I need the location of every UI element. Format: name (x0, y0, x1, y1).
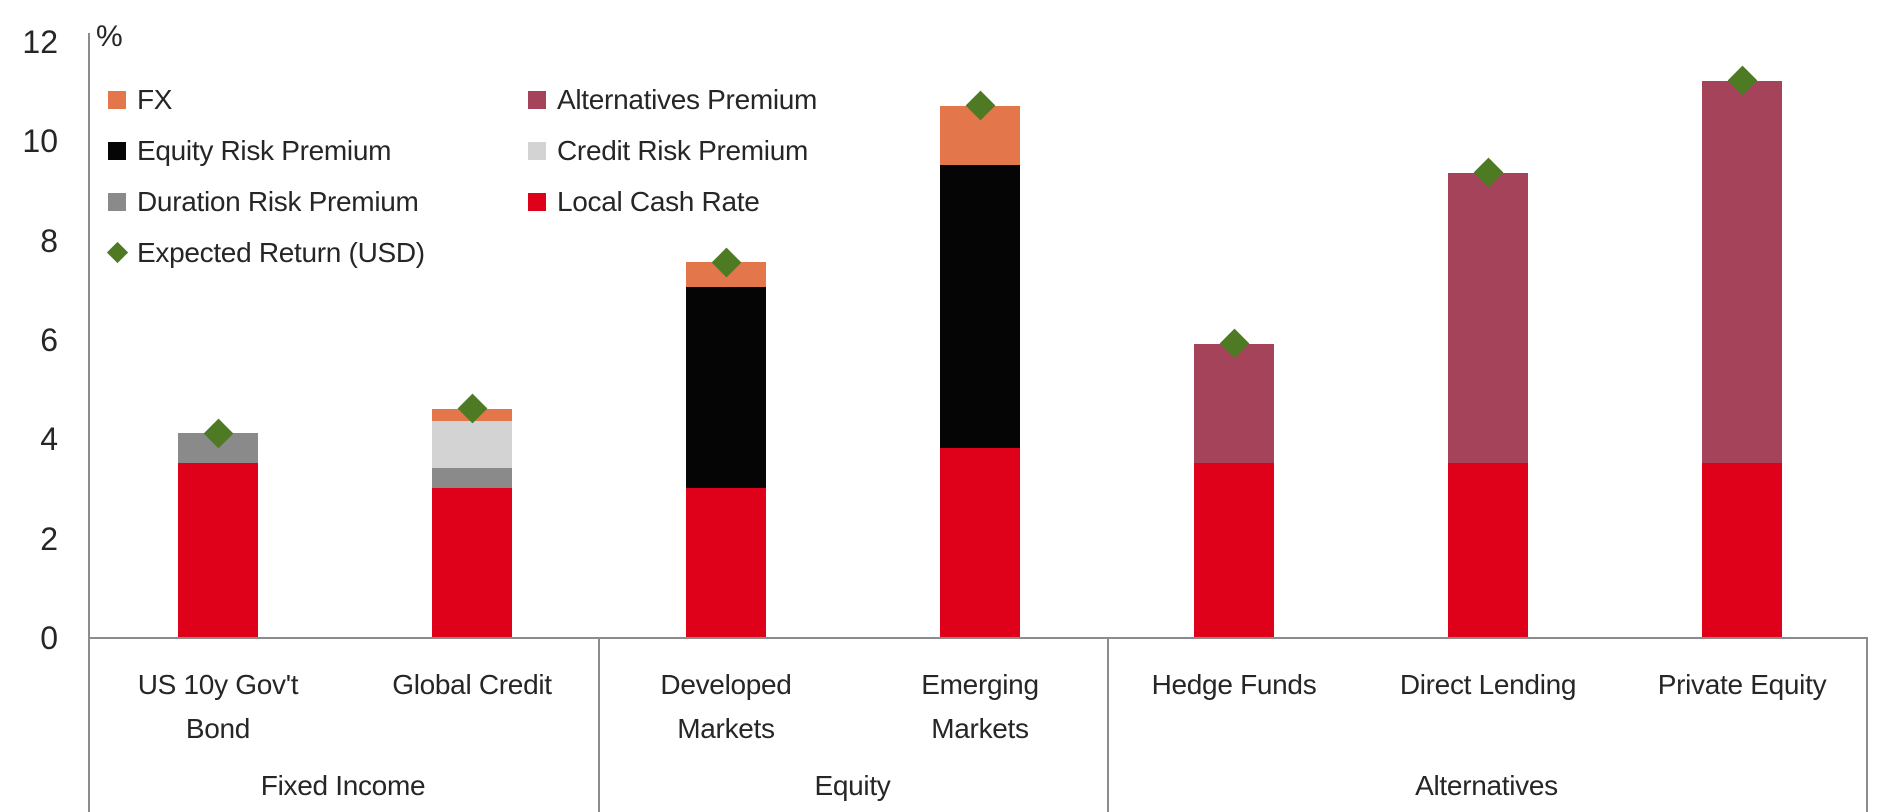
fx-swatch-icon (108, 90, 126, 109)
bar-segment-developed-markets-equity-risk-premium (686, 286, 766, 488)
category-label-hedge-funds: Hedge Funds (1151, 669, 1317, 700)
legend-label: Credit Risk Premium (557, 134, 809, 166)
legend-label: Alternatives Premium (557, 83, 818, 115)
legend-label: Expected Return (USD) (137, 236, 425, 268)
y-axis-tick-2: 2 (40, 520, 58, 557)
bar-segment-direct-lending-local-cash-rate (1448, 463, 1528, 637)
bar-segment-global-credit-local-cash-rate (432, 488, 512, 637)
legend-item-local-cash-rate: Local Cash Rate (528, 176, 817, 227)
legend-item-equity-risk-premium: Equity Risk Premium (108, 125, 528, 176)
category-label-global-credit: Global Credit (392, 669, 552, 700)
category-label-private-equity: Private Equity (1657, 669, 1827, 700)
y-axis-tick-0: 0 (40, 620, 58, 656)
legend-item-fx: FX (108, 74, 528, 125)
bar-segment-global-credit-credit-risk-premium (432, 420, 512, 469)
legend-label: Duration Risk Premium (137, 185, 419, 217)
legend-label: Local Cash Rate (557, 185, 760, 217)
equity-risk-premium-swatch-icon (108, 141, 126, 160)
group-divider-2 (1866, 637, 1868, 812)
bar-segment-private-equity-local-cash-rate (1702, 463, 1782, 637)
bar-segment-hedge-funds-alternatives-premium (1194, 343, 1274, 464)
y-axis-tick-6: 6 (40, 322, 58, 358)
duration-risk-premium-swatch-icon (108, 192, 126, 211)
y-axis-tick-4: 4 (40, 421, 58, 458)
x-axis-line (88, 637, 1868, 639)
category-label-us-10y-gov-t-bond: US 10y Gov't Bond (137, 669, 299, 744)
legend-label: Equity Risk Premium (137, 134, 392, 166)
bar-segment-global-credit-duration-risk-premium (432, 468, 512, 488)
y-axis-tick-12: 12 (22, 24, 58, 60)
y-axis-tick-8: 8 (40, 222, 58, 259)
y-axis-line (88, 33, 90, 812)
chart-legend: FX Alternatives Premium Equity Risk Premiu… (106, 74, 817, 278)
expected-return-usd-diamond-icon (106, 241, 129, 264)
bar-segment-emerging-markets-local-cash-rate (940, 448, 1020, 637)
bar-segment-private-equity-alternatives-premium (1702, 80, 1782, 464)
group-divider-0 (598, 637, 600, 812)
legend-item-credit-risk-premium: Credit Risk Premium (528, 125, 817, 176)
bar-segment-developed-markets-local-cash-rate (686, 488, 766, 637)
y-axis-tick-10: 10 (22, 123, 58, 160)
category-label-developed-markets: Developed Markets (660, 669, 792, 744)
legend-item-alternatives-premium: Alternatives Premium (528, 74, 817, 125)
group-label-alternatives: Alternatives (1415, 770, 1558, 801)
alternatives-premium-swatch-icon (528, 90, 546, 109)
legend-label: FX (137, 83, 173, 115)
group-label-equity: Equity (814, 770, 891, 801)
y-axis-unit-label: % (96, 20, 123, 53)
bar-segment-us-10y-gov-t-bond-local-cash-rate (178, 463, 258, 637)
bar-segment-direct-lending-alternatives-premium (1448, 172, 1528, 464)
category-label-direct-lending: Direct Lending (1399, 669, 1577, 700)
group-label-fixed-income: Fixed Income (260, 770, 426, 801)
group-divider-1 (1107, 637, 1109, 812)
category-label-emerging-markets: Emerging Markets (921, 669, 1039, 744)
credit-risk-premium-swatch-icon (528, 141, 546, 160)
local-cash-rate-swatch-icon (528, 192, 546, 211)
legend-item-duration-risk-premium: Duration Risk Premium (108, 176, 528, 227)
bar-segment-hedge-funds-local-cash-rate (1194, 463, 1274, 637)
bar-segment-emerging-markets-equity-risk-premium (940, 165, 1020, 449)
legend-item-expected-return-usd: Expected Return (USD) (106, 227, 528, 278)
